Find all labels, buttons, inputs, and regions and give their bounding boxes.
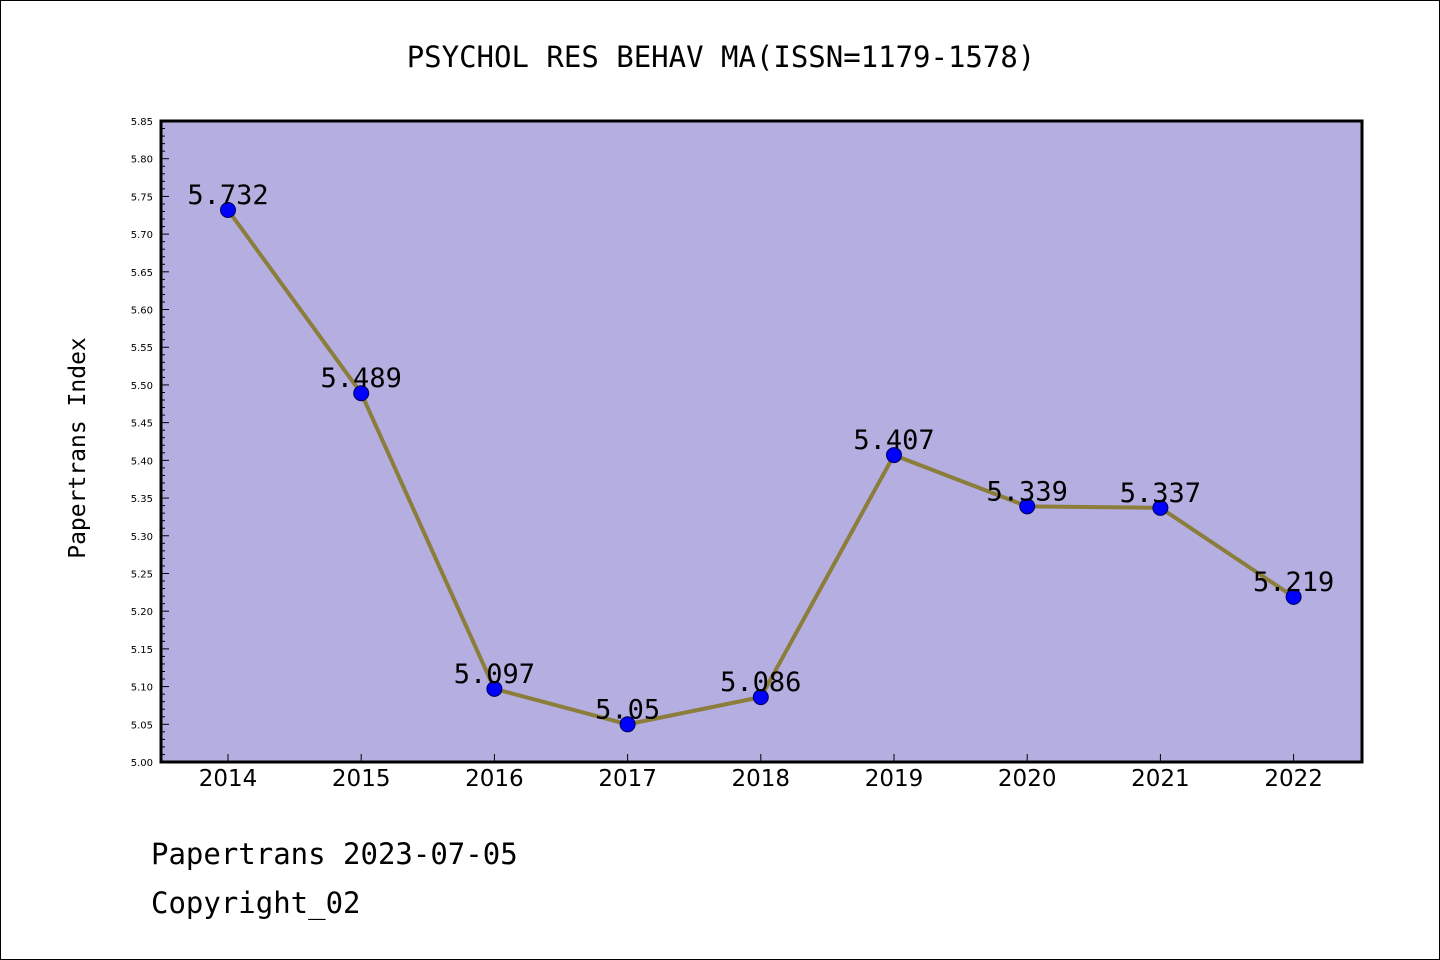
data-points: [220, 201, 1302, 733]
y-tick-label: 5.35: [131, 494, 153, 505]
y-tick-label: 5.30: [131, 532, 153, 543]
x-tick-label: 2020: [998, 766, 1057, 792]
data-labels: 5.732 5.489 5.097 5.05 5.086 5.407 5.339 5.337 5…: [187, 180, 1334, 725]
y-tick-label: 5.65: [131, 268, 153, 279]
y-tick-label: 5.20: [131, 607, 153, 618]
y-tick-label: 5.80: [131, 155, 153, 166]
y-tick-label: 5.55: [131, 343, 153, 354]
data-label: 5.337: [1120, 478, 1201, 509]
data-label: 5.05: [595, 694, 660, 725]
x-tick-label: 2014: [199, 766, 258, 792]
x-tick-label: 2022: [1264, 766, 1323, 792]
x-tick-label: 2018: [732, 766, 791, 792]
y-tick-label: 5.10: [131, 683, 153, 694]
x-tick-label: 2015: [332, 766, 391, 792]
data-point: [1019, 498, 1036, 515]
y-tick-label: 5.15: [131, 645, 153, 656]
y-tick-label: 5.00: [131, 758, 153, 769]
x-tick-label: 2017: [598, 766, 657, 792]
data-label: 5.086: [720, 667, 801, 698]
x-tick-label: 2016: [465, 766, 524, 792]
data-label: 5.489: [321, 363, 402, 394]
y-axis-label: Papertrans Index: [65, 337, 91, 559]
data-label: 5.407: [853, 425, 934, 456]
x-tick-label: 2021: [1131, 766, 1190, 792]
data-label: 5.339: [987, 476, 1068, 507]
data-point: [486, 680, 503, 697]
data-point: [619, 716, 636, 733]
y-tick-label: 5.75: [131, 192, 153, 203]
x-tick-label: 2019: [865, 766, 924, 792]
y-tick-label: 5.85: [131, 117, 153, 128]
y-tick-label: 5.45: [131, 419, 153, 430]
y-tick-label: 5.70: [131, 230, 153, 241]
x-axis: 2014 2015 2016 2017 2018 2019 2020 2021 2022: [199, 754, 1323, 792]
data-point: [353, 385, 370, 402]
chart-title: PSYCHOL RES BEHAV MA(ISSN=1179-1578): [407, 40, 1036, 74]
data-label: 5.732: [187, 180, 268, 211]
y-tick-label: 5.05: [131, 720, 153, 731]
data-label: 5.219: [1253, 567, 1334, 598]
footer-copyright: Copyright_02: [151, 886, 361, 920]
data-point: [220, 201, 236, 218]
plot-frame: [159, 119, 1364, 764]
footer-date: Papertrans 2023-07-05: [151, 837, 518, 871]
data-point: [1285, 588, 1302, 605]
y-tick-label: 5.40: [131, 456, 153, 467]
data-point: [886, 447, 902, 464]
plot-area: [161, 121, 1362, 762]
y-tick-label: 5.50: [131, 381, 153, 392]
y-tick-label: 5.60: [131, 306, 153, 317]
data-point: [752, 689, 769, 706]
data-label: 5.097: [454, 659, 535, 690]
y-tick-label: 5.25: [131, 569, 153, 580]
data-point: [1152, 499, 1169, 516]
